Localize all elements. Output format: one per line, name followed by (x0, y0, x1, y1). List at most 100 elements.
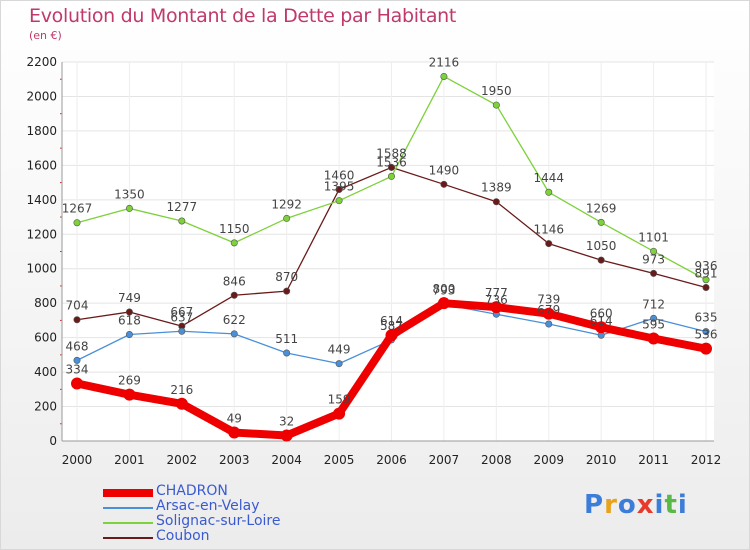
legend-swatch (103, 489, 153, 497)
data-point (702, 284, 710, 292)
data-label: 269 (118, 374, 141, 388)
data-point (437, 297, 450, 310)
data-label: 1150 (219, 222, 250, 236)
y-tick-label: 2000 (26, 89, 57, 103)
data-label: 622 (223, 313, 246, 327)
data-label: 1460 (324, 168, 355, 182)
x-tick-label: 2006 (376, 453, 407, 467)
data-label: 1395 (324, 180, 355, 194)
data-point (490, 301, 503, 314)
data-point (335, 360, 343, 368)
y-tick-label: 200 (34, 400, 57, 414)
data-label: 32 (279, 414, 294, 428)
data-point (650, 247, 658, 255)
x-tick-label: 2011 (638, 453, 669, 467)
data-label: 587 (380, 319, 403, 333)
logo-letter: i (677, 490, 688, 520)
data-point (545, 240, 553, 248)
legend-label: Solignac-sur-Loire (156, 513, 281, 529)
data-point (545, 320, 553, 328)
data-label: 1950 (481, 84, 512, 98)
logo-letter: i (654, 490, 665, 520)
data-label: 870 (275, 270, 298, 284)
proxiti-logo: Proxiti (584, 490, 688, 520)
data-point (335, 197, 343, 205)
data-point (492, 101, 500, 109)
data-label: 1536 (376, 155, 407, 169)
data-point (283, 214, 291, 222)
data-point (650, 314, 658, 322)
data-point (125, 308, 133, 316)
chart-unit: (en €) (29, 29, 62, 42)
data-point (333, 407, 346, 420)
data-point (73, 219, 81, 227)
data-point (125, 204, 133, 212)
data-label: 49 (227, 412, 242, 426)
legend-swatch (103, 522, 153, 524)
data-label: 936 (695, 259, 718, 273)
data-point (385, 329, 398, 342)
data-point (545, 188, 553, 196)
x-tick-label: 2007 (429, 453, 460, 467)
legend-label: Arsac-en-Velay (156, 498, 260, 514)
data-point (492, 198, 500, 206)
x-tick-label: 2003 (219, 453, 250, 467)
data-point (178, 217, 186, 225)
x-tick-label: 2008 (481, 453, 512, 467)
data-label: 159 (328, 393, 351, 407)
y-tick-label: 1600 (26, 158, 57, 172)
y-tick-label: 1800 (26, 124, 57, 138)
data-point (597, 218, 605, 226)
logo-letter: r (604, 490, 618, 520)
y-tick-label: 0 (49, 434, 57, 448)
x-tick-label: 2005 (324, 453, 355, 467)
x-tick-label: 2002 (167, 453, 198, 467)
y-tick-label: 800 (34, 296, 57, 310)
data-label: 739 (537, 293, 560, 307)
data-point (542, 307, 555, 320)
data-label: 618 (118, 314, 141, 328)
data-point (387, 163, 395, 171)
data-point (230, 330, 238, 338)
data-label: 777 (485, 286, 508, 300)
y-tick-label: 1400 (26, 193, 57, 207)
data-label: 679 (537, 303, 560, 317)
data-point (73, 356, 81, 364)
legend-swatch (103, 537, 153, 539)
data-point (700, 342, 712, 355)
data-label: 614 (380, 314, 403, 328)
logo-letter: x (636, 490, 655, 520)
y-tick-label: 1000 (26, 262, 57, 276)
data-point (178, 327, 186, 335)
data-point (280, 429, 293, 442)
x-tick-label: 2004 (271, 453, 302, 467)
data-point (123, 388, 136, 401)
data-label: 595 (642, 317, 665, 331)
data-label: 635 (695, 311, 718, 325)
data-label: 637 (170, 310, 193, 324)
data-label: 1389 (481, 181, 512, 195)
data-label: 468 (66, 339, 89, 353)
data-point (595, 321, 608, 334)
data-point (335, 185, 343, 193)
x-tick-label: 2010 (586, 453, 617, 467)
data-label: 511 (275, 332, 298, 346)
data-label: 660 (590, 306, 613, 320)
logo-letter: t (664, 490, 678, 520)
data-label: 216 (170, 383, 193, 397)
data-label: 1292 (271, 197, 302, 211)
x-tick-label: 2012 (691, 453, 722, 467)
data-point (230, 291, 238, 299)
y-tick-label: 400 (34, 365, 57, 379)
data-label: 712 (642, 297, 665, 311)
y-tick-label: 1200 (26, 227, 57, 241)
y-tick-label: 600 (34, 331, 57, 345)
data-point (647, 332, 660, 345)
data-label: 1146 (533, 223, 564, 237)
data-point (71, 377, 83, 390)
data-label: 1444 (533, 171, 564, 185)
data-label: 749 (118, 291, 141, 305)
data-label: 334 (66, 362, 89, 376)
data-label: 800 (432, 282, 455, 296)
